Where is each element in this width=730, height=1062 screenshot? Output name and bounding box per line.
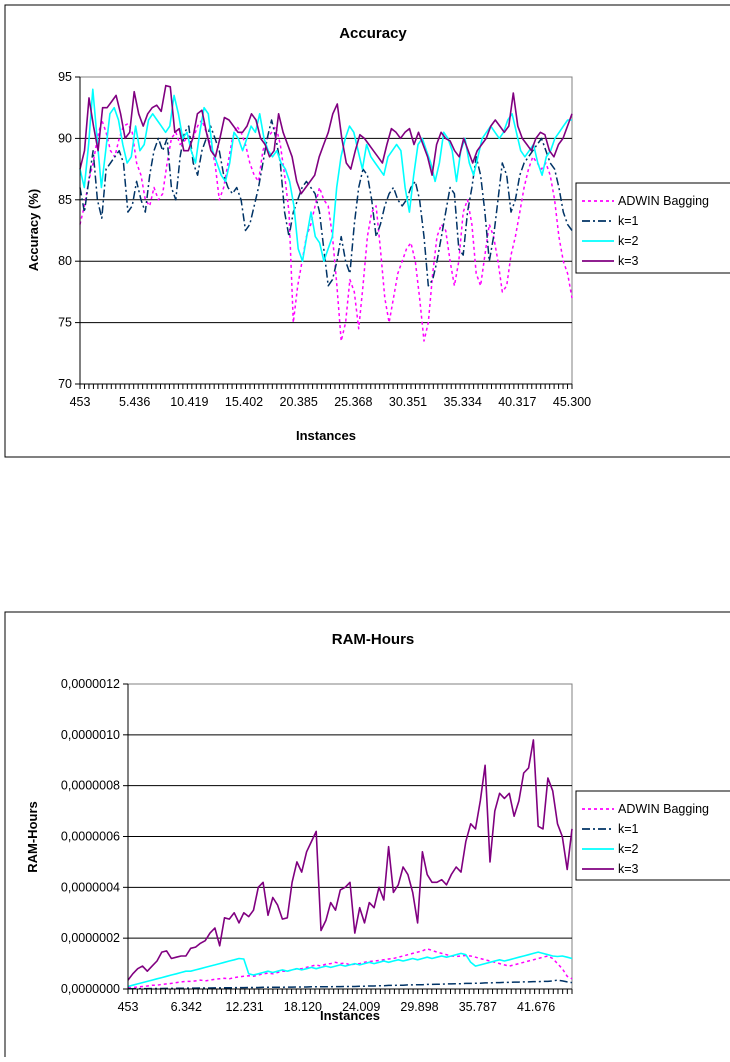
accuracy-x-tick-label: 45.300 [553, 395, 591, 409]
ram-hours-legend: ADWIN Bagging k=1 k=2 k=3 [575, 790, 730, 881]
ram-hours-series [127, 739, 573, 990]
ram-hours-axes [123, 683, 573, 994]
ram-hours-x-tick-labels: 453 6.342 12.231 18.120 24.009 29.898 35.787 41… [118, 1000, 556, 1014]
accuracy-series-line-0 [79, 119, 573, 342]
accuracy-x-tick-label: 453 [70, 395, 91, 409]
ram-hours-series-line-2 [127, 951, 573, 988]
ram-hours-y-tick-label: 0,0000004 [61, 880, 120, 894]
ram-hours-chart-title: RAM-Hours [332, 631, 415, 648]
ram-hours-series-line-1 [128, 979, 573, 990]
accuracy-x-tick-label: 25.368 [334, 395, 372, 409]
ram-hours-chart: RAM-Hours 0,00000000,00000020,00000040,0… [4, 611, 730, 1062]
ram-hours-x-axis-title: Instances [320, 1008, 380, 1023]
accuracy-y-tick-label: 80 [58, 254, 72, 268]
accuracy-x-tick-label: 40.317 [498, 395, 536, 409]
accuracy-legend-box [575, 182, 730, 274]
accuracy-legend: ADWIN Bagging k=1 k=2 k=3 [575, 182, 730, 274]
ram-hours-x-tick-label: 41.676 [517, 1000, 555, 1014]
ram-hours-y-tick-labels: 0,0000000 0,0000002 0,0000004 0,0000006 0,00… [61, 677, 120, 996]
accuracy-x-axis-title: Instances [296, 428, 356, 443]
accuracy-legend-label: ADWIN Bagging [618, 194, 709, 208]
accuracy-axes [75, 76, 573, 389]
accuracy-y-axis-title: Accuracy (%) [26, 189, 41, 271]
ram-hours-x-tick-label: 29.898 [400, 1000, 438, 1014]
accuracy-y-tick-labels: 70 75 80 85 90 95 [58, 70, 72, 391]
ram-hours-legend-label: k=1 [618, 822, 639, 836]
ram-hours-y-tick-label: 0,0000008 [61, 779, 120, 793]
accuracy-y-tick-label: 85 [58, 193, 72, 207]
accuracy-legend-label: k=1 [618, 214, 639, 228]
ram-hours-legend-label: ADWIN Bagging [618, 802, 709, 816]
accuracy-x-tick-label: 5.436 [119, 395, 150, 409]
accuracy-series-line-1 [79, 119, 573, 287]
accuracy-x-tick-label: 30.351 [389, 395, 427, 409]
accuracy-x-tick-label: 15.402 [225, 395, 263, 409]
accuracy-series [79, 84, 573, 342]
ram-hours-series-line-0 [127, 948, 573, 989]
accuracy-x-tick-labels: 453 5.436 10.419 15.402 20.385 25.368 30.351 35… [70, 395, 592, 409]
accuracy-x-tick-label: 10.419 [170, 395, 208, 409]
ram-hours-legend-label: k=2 [618, 842, 639, 856]
ram-hours-y-axis-title: RAM-Hours [25, 801, 40, 873]
accuracy-y-tick-label: 95 [58, 70, 72, 84]
accuracy-y-tick-label: 90 [58, 131, 72, 145]
accuracy-y-tick-label: 75 [58, 316, 72, 330]
accuracy-chart: Accuracy 70 75 80 85 90 95 453 5.436 10.419 15.4… [4, 4, 730, 458]
ram-hours-legend-box [575, 790, 730, 881]
ram-hours-y-tick-label: 0,0000006 [61, 830, 120, 844]
ram-hours-x-tick-label: 6.342 [171, 1000, 202, 1014]
ram-hours-series-line-3 [127, 739, 573, 981]
ram-hours-x-tick-label: 35.787 [459, 1000, 497, 1014]
ram-hours-y-tick-label: 0,0000002 [61, 931, 120, 945]
accuracy-legend-label: k=2 [618, 234, 639, 248]
accuracy-x-tick-label: 35.334 [444, 395, 482, 409]
accuracy-x-tick-label: 20.385 [280, 395, 318, 409]
accuracy-legend-label: k=3 [618, 254, 639, 268]
ram-hours-x-tick-label: 453 [118, 1000, 139, 1014]
accuracy-chart-title: Accuracy [339, 25, 407, 42]
ram-hours-y-tick-label: 0,0000010 [61, 728, 120, 742]
ram-hours-legend-label: k=3 [618, 862, 639, 876]
ram-hours-x-tick-label: 24.009 [342, 1000, 380, 1014]
accuracy-y-tick-label: 70 [58, 377, 72, 391]
accuracy-series-line-3 [79, 84, 573, 195]
ram-hours-x-tick-label: 12.231 [225, 1000, 263, 1014]
ram-hours-x-tick-label: 18.120 [284, 1000, 322, 1014]
ram-hours-y-tick-label: 0,0000012 [61, 677, 120, 691]
ram-hours-y-tick-label: 0,0000000 [61, 982, 120, 996]
